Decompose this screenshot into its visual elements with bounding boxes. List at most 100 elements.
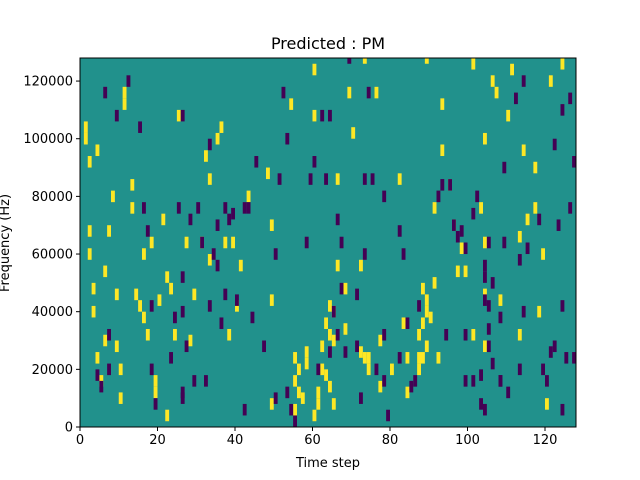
y-tick-label: 20000 — [32, 363, 73, 378]
heatmap-cell-high — [165, 271, 170, 283]
heatmap-cell-high — [87, 156, 92, 168]
heatmap-cell-low — [471, 207, 476, 220]
heatmap-cell-high — [331, 398, 336, 410]
heatmap-cell-low — [355, 340, 359, 353]
heatmap-cell-low — [192, 375, 197, 387]
heatmap-cell-low — [490, 357, 495, 370]
x-tick-label: 40 — [227, 433, 244, 448]
heatmap-cell-low — [227, 213, 232, 226]
heatmap-cell-high — [331, 334, 336, 347]
heatmap-cell-high — [498, 294, 503, 306]
heatmap-cell-high — [122, 98, 127, 110]
heatmap-cell-low — [397, 352, 402, 364]
heatmap-cell-low — [347, 58, 352, 64]
heatmap-cell-low — [455, 230, 460, 243]
heatmap-cell-high — [545, 398, 549, 410]
heatmap-cell-high — [432, 202, 437, 214]
heatmap-cell-high — [417, 352, 421, 364]
heatmap-cell-low — [200, 236, 204, 249]
heatmap-cell-high — [510, 63, 514, 76]
x-tick-label: 120 — [533, 433, 558, 448]
heatmap-cell-high — [463, 265, 468, 278]
heatmap-cell-high — [153, 375, 158, 387]
heatmap-cell-low — [149, 300, 154, 312]
x-axis: 0 20 40 60 80 100 120 — [76, 427, 558, 448]
heatmap-cell-low — [370, 173, 375, 185]
heatmap-cells — [83, 58, 576, 427]
plot-area — [79, 57, 577, 428]
heatmap-cell-high — [207, 173, 212, 185]
heatmap-cell-low — [471, 375, 476, 387]
heatmap-cell-high — [269, 398, 274, 410]
heatmap-cell-high — [103, 334, 108, 347]
heatmap-cell-high — [421, 282, 425, 295]
heatmap-cell-high — [103, 265, 108, 278]
heatmap-cell-low — [483, 259, 487, 272]
heatmap-cell-high — [316, 398, 321, 410]
heatmap-cell-high — [362, 352, 367, 364]
heatmap-cell-high — [161, 213, 166, 226]
heatmap-cell-low — [463, 328, 468, 341]
heatmap-cell-low — [196, 202, 201, 214]
heatmap-cell-high — [219, 121, 224, 133]
heatmap-cell-low — [184, 340, 189, 353]
heatmap-cell-low — [188, 213, 193, 226]
heatmap-cell-high — [401, 317, 406, 329]
heatmap-cell-low — [564, 352, 569, 364]
heatmap-cell-low — [483, 403, 487, 416]
heatmap-cell-low — [142, 202, 146, 214]
heatmap-cell-high — [293, 375, 297, 387]
x-tick-label: 20 — [149, 433, 166, 448]
heatmap-cell-high — [560, 58, 565, 70]
heatmap-cell-low — [328, 109, 332, 122]
heatmap-cell-low — [207, 300, 212, 312]
heatmap-cell-high — [366, 352, 371, 364]
heatmap-cell-low — [362, 173, 367, 185]
heatmap-cell-low — [180, 305, 185, 318]
chart-title: Predicted : PM — [271, 34, 385, 53]
heatmap-cell-low — [537, 213, 542, 226]
heatmap-cell-high — [548, 75, 553, 87]
heatmap-cell-low — [417, 300, 421, 312]
heatmap-cell-high — [320, 363, 325, 376]
x-tick-label: 0 — [76, 433, 84, 448]
heatmap-cell-low — [506, 386, 511, 399]
heatmap-cell-low — [107, 328, 111, 341]
heatmap-cell-high — [351, 127, 356, 139]
heatmap-cell-low — [126, 75, 131, 87]
heatmap-cell-low — [397, 225, 402, 237]
y-tick-label: 100000 — [23, 132, 73, 147]
heatmap-cell-high — [417, 328, 421, 341]
heatmap-cell-high — [533, 202, 538, 214]
heatmap-cell-low — [211, 248, 216, 260]
heatmap-cell-high — [231, 236, 235, 249]
heatmap-cell-low — [339, 236, 344, 249]
heatmap-cell-high — [297, 386, 301, 399]
heatmap-cell-low — [572, 352, 576, 364]
heatmap-cell-low — [401, 248, 406, 260]
heatmap-cell-high — [304, 346, 309, 358]
heatmap-cell-high — [95, 144, 100, 157]
heatmap-cell-low — [486, 323, 491, 335]
heatmap-cell-low — [107, 363, 111, 376]
plot-frame — [79, 57, 577, 428]
heatmap-cell-high — [471, 328, 476, 341]
heatmap-cell-low — [486, 236, 491, 249]
heatmap-cell-low — [114, 109, 119, 122]
heatmap-cell-high — [506, 109, 511, 122]
heatmap-cell-low — [413, 375, 418, 387]
heatmap-cell-low — [514, 92, 518, 105]
heatmap-cell-high — [118, 392, 123, 404]
heatmap-cell-low — [545, 375, 549, 387]
heatmap-cell-high — [436, 352, 441, 364]
heatmap-cell-low — [560, 104, 565, 116]
heatmap-cell-high — [157, 294, 162, 306]
heatmap-cell-low — [486, 340, 491, 353]
heatmap-cell-low — [479, 369, 483, 381]
y-axis-label: Frequency (Hz) — [0, 194, 13, 292]
heatmap-cell-high — [95, 352, 100, 364]
heatmap-cell-high — [130, 202, 135, 214]
heatmap-cell-low — [320, 109, 325, 122]
heatmap-cell-low — [339, 282, 344, 295]
heatmap-cell-low — [374, 363, 379, 376]
